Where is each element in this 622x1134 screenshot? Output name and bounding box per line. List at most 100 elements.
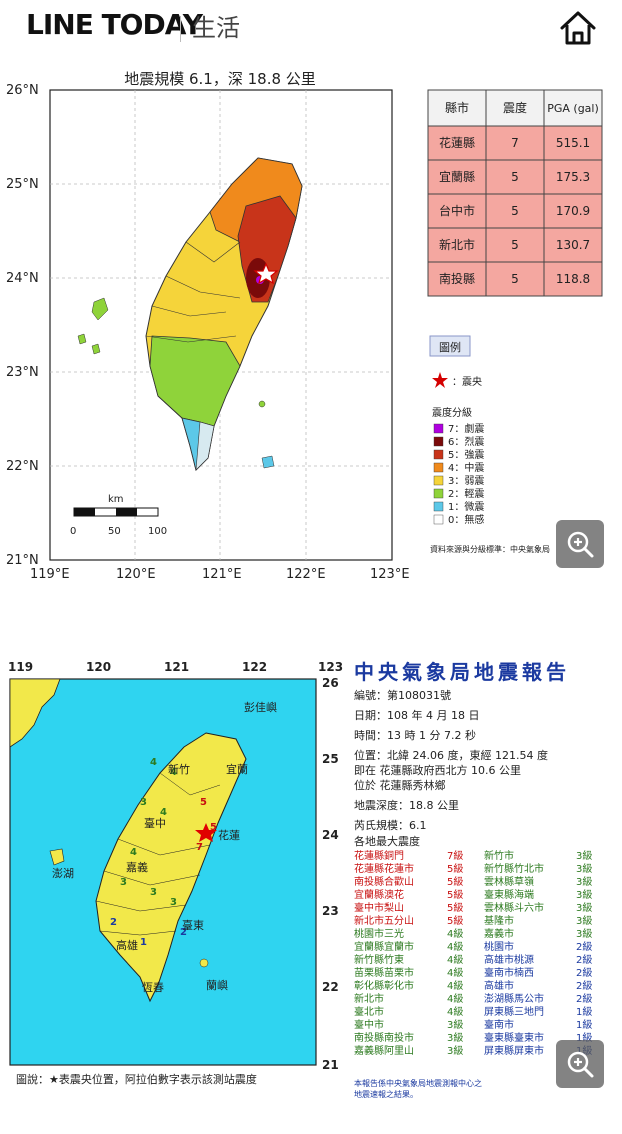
svg-text:澎湖: 澎湖 [52, 867, 74, 880]
top-bar: LINE TODAY 生活 [0, 0, 622, 67]
intensity-list-place: 宜蘭縣宜蘭市 [354, 940, 414, 953]
svg-text:花蓮: 花蓮 [218, 828, 240, 842]
svg-text:3: 3 [140, 797, 147, 808]
svg-text:121: 121 [164, 660, 189, 674]
intensity-list-place: 高雄市 [484, 979, 514, 992]
home-icon[interactable] [556, 6, 600, 50]
section-title[interactable]: 生活 [192, 14, 240, 42]
intensity-list-place: 屏東縣三地門 [484, 1005, 544, 1018]
epicenter-star-marker [253, 262, 279, 285]
intensity-list-place: 花蓮縣銅門 [354, 849, 404, 862]
intensity-list-level: 1級 [576, 1018, 592, 1031]
svg-text:123: 123 [318, 660, 343, 674]
svg-text:120: 120 [86, 660, 111, 674]
svg-text:123°E: 123°E [370, 567, 410, 582]
svg-text:26°N: 26°N [6, 83, 39, 98]
svg-text:高雄: 高雄 [116, 938, 138, 952]
svg-text:21°N: 21°N [6, 553, 39, 568]
svg-text:各地最大震度: 各地最大震度 [354, 834, 420, 848]
svg-text:122°E: 122°E [286, 567, 326, 582]
svg-text:121°E: 121°E [202, 567, 242, 582]
line-today-logo[interactable]: LINE TODAY [26, 8, 203, 41]
svg-text:新北市: 新北市 [439, 237, 475, 252]
intensity-list-level: 4級 [447, 1005, 463, 1018]
longitude-labels: 119°E 120°E 121°E 122°E 123°E [30, 567, 410, 582]
svg-text:5: 5 [511, 238, 519, 252]
intensity-list-place: 臺中市 [354, 1018, 384, 1031]
svg-text:50: 50 [108, 526, 121, 537]
intensity-list-level: 3級 [447, 1044, 463, 1057]
svg-text:1: 1 [140, 937, 147, 948]
intensity-list-level: 4級 [447, 927, 463, 940]
intensity-list-place: 高雄市桃源 [484, 953, 534, 966]
svg-text:5: 5 [511, 272, 519, 286]
svg-text:4: 4 [160, 807, 167, 818]
intensity-list-place: 臺東縣臺東市 [484, 1031, 544, 1044]
zoom-in-icon[interactable] [556, 1040, 604, 1088]
svg-text:21: 21 [322, 1058, 339, 1072]
svg-text:130.7: 130.7 [556, 238, 590, 252]
svg-text:縣市: 縣市 [445, 100, 469, 115]
svg-text:台中市: 台中市 [439, 203, 475, 218]
intensity-list-level: 3級 [576, 901, 592, 914]
intensity-list-level: 2級 [576, 940, 592, 953]
svg-text:蘭嶼: 蘭嶼 [206, 978, 228, 992]
zoom-in-icon[interactable] [556, 520, 604, 568]
header-divider [180, 16, 181, 42]
intensity-list-place: 屏東縣屏東市 [484, 1044, 544, 1057]
intensity-list-level: 2級 [576, 979, 592, 992]
intensity-list-level: 4級 [447, 966, 463, 979]
svg-text:2：輕震: 2：輕震 [448, 488, 484, 500]
svg-text:25°N: 25°N [6, 177, 39, 192]
report-details: 編號：第108031號 日期：108 年 4 月 18 日 時間：13 時 1 … [354, 688, 548, 848]
intensity-list-level: 5級 [447, 888, 463, 901]
intensity-list-level: 2級 [576, 953, 592, 966]
intensity-list-level: 2級 [576, 966, 592, 979]
map-title: 地震規模 6.1，深 18.8 公里 [124, 70, 316, 88]
svg-text:彭佳嶼: 彭佳嶼 [244, 700, 277, 714]
svg-text:新竹: 新竹 [168, 762, 190, 776]
intensity-list-place: 南投縣南投市 [354, 1031, 414, 1044]
svg-text:120°E: 120°E [116, 567, 156, 582]
svg-text:5: 5 [210, 822, 217, 833]
intensity-list-level: 1級 [576, 1005, 592, 1018]
svg-text:26: 26 [322, 676, 339, 690]
intensity-list-level: 5級 [447, 862, 463, 875]
intensity-list-level: 4級 [447, 979, 463, 992]
svg-text:170.9: 170.9 [556, 204, 590, 218]
intensity-list-place: 桃園市 [484, 940, 514, 953]
intensity-list-place: 新竹市 [484, 849, 514, 862]
intensity-list-level: 3級 [576, 849, 592, 862]
svg-text:2: 2 [180, 927, 187, 938]
intensity-list-level: 3級 [576, 875, 592, 888]
svg-text:118.8: 118.8 [556, 272, 590, 286]
pga-table: 縣市 震度 PGA (gal) 花蓮縣 7 515.1 宜蘭縣 5 175.3 … [427, 89, 603, 297]
svg-text:4: 4 [170, 767, 177, 778]
svg-text:3: 3 [170, 897, 177, 908]
svg-text:7: 7 [511, 136, 519, 150]
svg-text:編號：第108031號: 編號：第108031號 [354, 688, 451, 702]
intensity-list-place: 臺中市梨山 [354, 901, 404, 914]
svg-text:震度分級: 震度分級 [432, 406, 472, 419]
svg-text:宜蘭: 宜蘭 [226, 762, 248, 776]
report-latitude-labels: 26 25 24 23 22 21 [322, 676, 339, 1072]
svg-text:7：劇震: 7：劇震 [448, 422, 484, 435]
intensity-list-place: 新竹縣竹北市 [484, 862, 544, 875]
svg-text:位於 花蓮縣秀林鄉: 位於 花蓮縣秀林鄉 [354, 778, 446, 792]
intensity-list-level: 5級 [447, 901, 463, 914]
intensity-list-place: 新竹縣竹東 [354, 953, 404, 966]
map-scale-bar: km 0 50 100 [70, 494, 167, 537]
intensity-list-place: 宜蘭縣澳花 [354, 888, 404, 901]
intensity-list-place: 臺南市 [484, 1018, 514, 1031]
intensity-list-place: 澎湖縣馬公市 [484, 992, 544, 1005]
intensity-list-place: 苗栗縣苗栗市 [354, 966, 414, 979]
intensity-map-image: 地震規模 6.1，深 18.8 公里 26°N 25°N 24°N 23°N 2… [0, 66, 622, 586]
svg-text:6：烈震: 6：烈震 [448, 436, 484, 448]
report-place-names: 彭佳嶼 新竹 宜蘭 臺中 花蓮 嘉義 澎湖 臺東 高雄 恆春 蘭嶼 [52, 700, 277, 994]
intensity-list-level: 4級 [447, 940, 463, 953]
svg-text:4：中震: 4：中震 [448, 461, 484, 474]
svg-text:地震深度：18.8 公里: 地震深度：18.8 公里 [354, 798, 459, 812]
svg-text:23: 23 [322, 904, 339, 918]
svg-text:日期：108 年 4 月 18 日: 日期：108 年 4 月 18 日 [354, 708, 479, 722]
